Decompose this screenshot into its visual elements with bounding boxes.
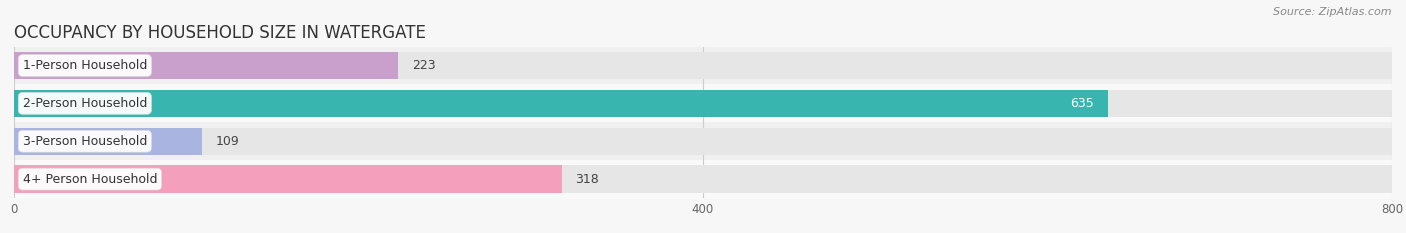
Text: 635: 635 — [1070, 97, 1094, 110]
Bar — [14, 128, 202, 155]
Text: Source: ZipAtlas.com: Source: ZipAtlas.com — [1274, 7, 1392, 17]
Bar — [14, 52, 1392, 79]
Bar — [14, 128, 1392, 155]
Bar — [14, 85, 1392, 122]
Text: 109: 109 — [215, 135, 239, 148]
Text: 2-Person Household: 2-Person Household — [22, 97, 148, 110]
Bar — [14, 90, 1392, 117]
Bar — [14, 165, 1392, 193]
Text: 3-Person Household: 3-Person Household — [22, 135, 148, 148]
Text: OCCUPANCY BY HOUSEHOLD SIZE IN WATERGATE: OCCUPANCY BY HOUSEHOLD SIZE IN WATERGATE — [14, 24, 426, 42]
Text: 1-Person Household: 1-Person Household — [22, 59, 148, 72]
Text: 223: 223 — [412, 59, 436, 72]
Bar — [14, 122, 1392, 160]
Text: 318: 318 — [575, 173, 599, 186]
Bar — [14, 52, 398, 79]
Bar — [14, 90, 1108, 117]
Bar — [14, 160, 1392, 198]
Bar — [14, 165, 562, 193]
Text: 4+ Person Household: 4+ Person Household — [22, 173, 157, 186]
Bar — [14, 47, 1392, 84]
